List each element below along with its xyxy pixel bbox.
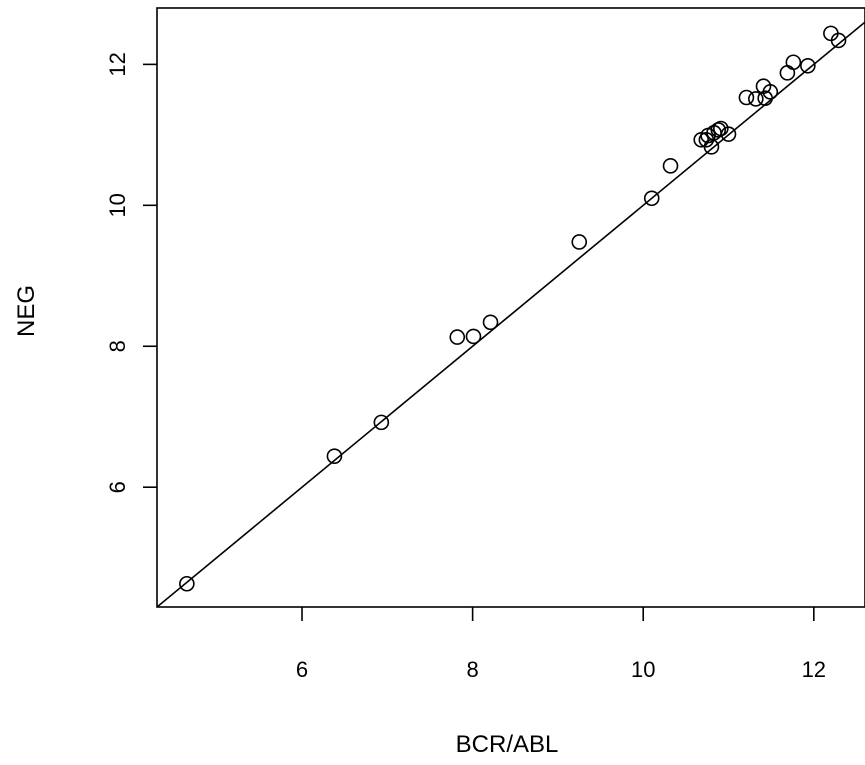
data-point <box>179 575 195 592</box>
data-point <box>720 126 737 142</box>
data-points <box>179 25 847 592</box>
reference-line <box>157 21 865 607</box>
x-axis-title: BCR/ABL <box>456 731 559 758</box>
y-tick-label: 6 <box>105 481 130 493</box>
y-tick-label: 12 <box>105 52 130 76</box>
x-tick-label: 8 <box>466 657 478 682</box>
data-point <box>482 314 499 331</box>
reference-line-group <box>157 21 865 607</box>
x-axis: 6 8 10 12 <box>296 607 826 682</box>
data-point <box>710 122 727 138</box>
data-point <box>762 84 779 100</box>
y-tick-label: 8 <box>105 340 130 352</box>
plot-area <box>156 7 865 608</box>
plot-frame <box>156 7 865 608</box>
data-point <box>373 414 390 431</box>
data-point <box>571 234 588 250</box>
data-point <box>465 328 482 345</box>
data-point <box>643 190 660 207</box>
x-tick-label: 12 <box>802 657 826 682</box>
data-point <box>785 54 802 71</box>
data-point <box>830 32 847 49</box>
data-point <box>748 91 764 107</box>
data-point <box>738 89 755 106</box>
data-point <box>662 158 679 174</box>
y-tick-label: 10 <box>105 193 130 217</box>
y-axis-title: NEG <box>13 285 40 337</box>
x-tick-label: 10 <box>631 657 655 682</box>
data-point <box>800 57 816 74</box>
y-axis: 6 8 10 12 <box>105 52 157 493</box>
x-tick-label: 6 <box>296 657 308 682</box>
data-point <box>326 448 343 464</box>
data-point <box>449 329 466 345</box>
